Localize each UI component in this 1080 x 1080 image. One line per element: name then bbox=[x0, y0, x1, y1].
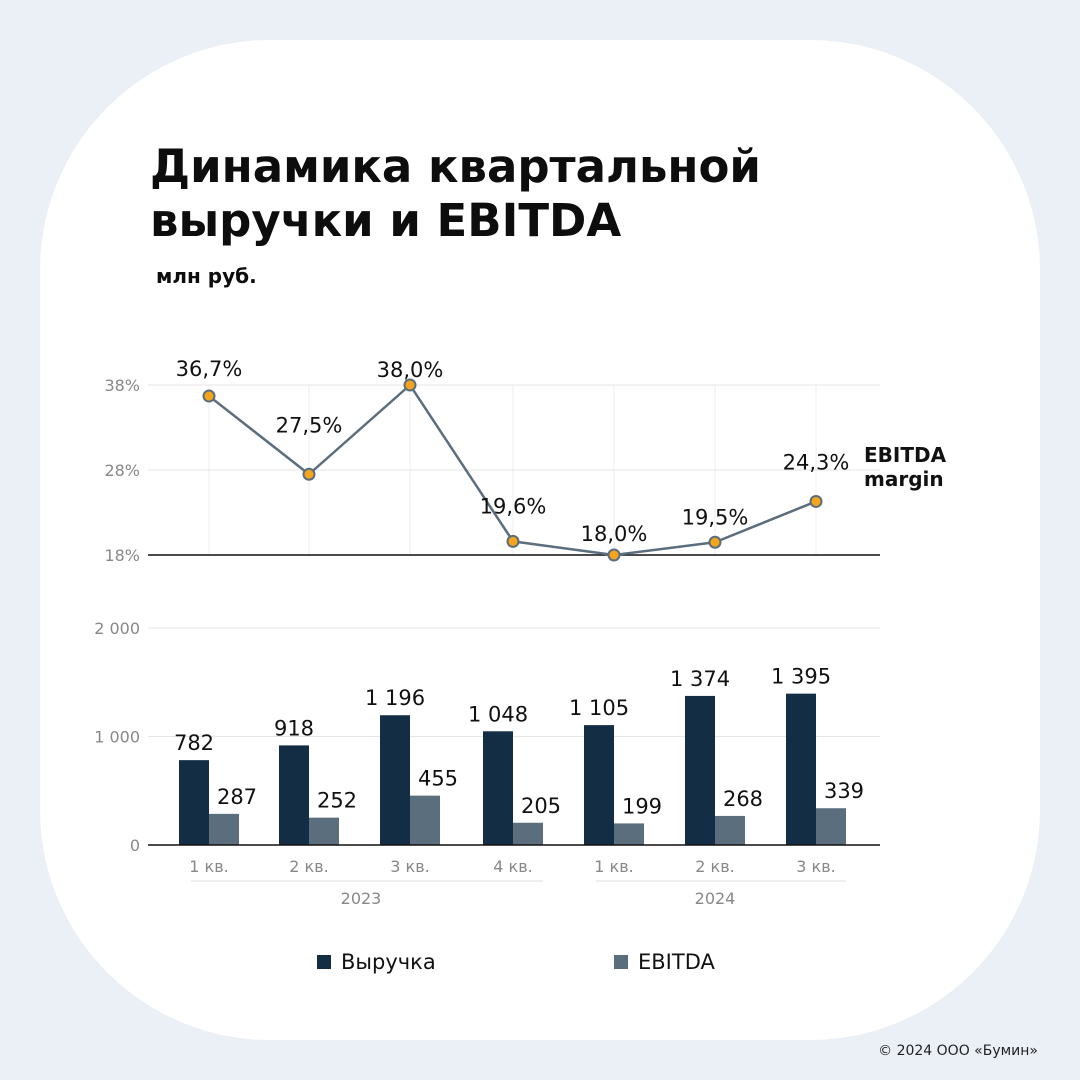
legend-item-revenue: Выручка bbox=[317, 950, 436, 974]
quarter-label: 3 кв. bbox=[390, 857, 429, 876]
units-subtitle: млн руб. bbox=[156, 264, 257, 288]
revenue-value-label: 1 105 bbox=[569, 696, 629, 720]
legend-swatch-revenue bbox=[317, 955, 331, 969]
ebitda-bar-1 bbox=[209, 813, 239, 845]
quarter-label: 1 кв. bbox=[594, 857, 633, 876]
legend-label-ebitda: EBITDA bbox=[638, 950, 715, 974]
bar-tick-label: 0 bbox=[130, 836, 140, 855]
revenue-value-label: 1 048 bbox=[468, 702, 528, 726]
ebitda-bar-2 bbox=[309, 817, 339, 845]
legend-swatch-ebitda bbox=[614, 955, 628, 969]
ebitda-bar-6 bbox=[715, 815, 745, 845]
margin-tick-label: 28% bbox=[104, 461, 140, 480]
revenue-value-label: 1 395 bbox=[771, 665, 831, 689]
margin-point-1 bbox=[202, 389, 216, 403]
margin-value-label: 36,7% bbox=[176, 357, 243, 381]
revenue-value-label: 782 bbox=[174, 731, 214, 755]
margin-series-label: EBITDA margin bbox=[864, 443, 947, 491]
margin-point-4 bbox=[506, 534, 520, 548]
ebitda-bar-5 bbox=[614, 823, 644, 845]
quarter-label: 3 кв. bbox=[796, 857, 835, 876]
ebitda-value-label: 339 bbox=[824, 779, 864, 803]
copyright-notice: © 2024 ООО «Бумин» bbox=[878, 1043, 1038, 1059]
revenue-bar-4 bbox=[483, 731, 513, 845]
quarter-label: 2 кв. bbox=[289, 857, 328, 876]
revenue-value-label: 918 bbox=[274, 716, 314, 740]
revenue-bar-7 bbox=[786, 693, 816, 845]
revenue-bar-6 bbox=[685, 695, 715, 845]
ebitda-value-label: 252 bbox=[317, 789, 357, 813]
ebitda-value-label: 199 bbox=[622, 794, 662, 818]
ebitda-value-label: 455 bbox=[418, 767, 458, 791]
margin-tick-label: 18% bbox=[104, 546, 140, 565]
quarter-label: 1 кв. bbox=[189, 857, 228, 876]
revenue-value-label: 1 196 bbox=[365, 686, 425, 710]
margin-point-2 bbox=[302, 467, 316, 481]
margin-value-label: 19,5% bbox=[682, 505, 749, 529]
year-label: 2023 bbox=[341, 889, 382, 908]
margin-point-6 bbox=[708, 535, 722, 549]
legend-label-revenue: Выручка bbox=[341, 950, 436, 974]
ebitda-bar-3 bbox=[410, 795, 440, 845]
revenue-value-label: 1 374 bbox=[670, 667, 730, 691]
margin-point-7 bbox=[809, 494, 823, 508]
chart-legend: Выручка EBITDA bbox=[0, 950, 1080, 980]
revenue-bar-1 bbox=[179, 760, 209, 845]
page-title: Динамика квартальной выручки и EBITDA bbox=[150, 140, 761, 247]
revenue-bar-3 bbox=[380, 715, 410, 845]
margin-point-3 bbox=[403, 378, 417, 392]
ebitda-bar-4 bbox=[513, 822, 543, 845]
margin-value-label: 38,0% bbox=[377, 358, 444, 382]
quarter-label: 4 кв. bbox=[493, 857, 532, 876]
margin-value-label: 18,0% bbox=[581, 522, 648, 546]
margin-value-label: 19,6% bbox=[480, 494, 547, 518]
ebitda-value-label: 268 bbox=[723, 787, 763, 811]
bar-tick-label: 1 000 bbox=[94, 728, 140, 747]
ebitda-value-label: 205 bbox=[521, 794, 561, 818]
margin-point-5 bbox=[607, 548, 621, 562]
content-card bbox=[40, 40, 1040, 1040]
quarter-label: 2 кв. bbox=[695, 857, 734, 876]
bar-tick-label: 2 000 bbox=[94, 619, 140, 638]
ebitda-bar-7 bbox=[816, 808, 846, 845]
ebitda-value-label: 287 bbox=[217, 785, 257, 809]
legend-item-ebitda: EBITDA bbox=[614, 950, 715, 974]
margin-value-label: 27,5% bbox=[276, 413, 343, 437]
margin-tick-label: 38% bbox=[104, 376, 140, 395]
revenue-bar-2 bbox=[279, 745, 309, 845]
revenue-bar-5 bbox=[584, 725, 614, 845]
year-label: 2024 bbox=[695, 889, 736, 908]
margin-value-label: 24,3% bbox=[783, 450, 850, 474]
